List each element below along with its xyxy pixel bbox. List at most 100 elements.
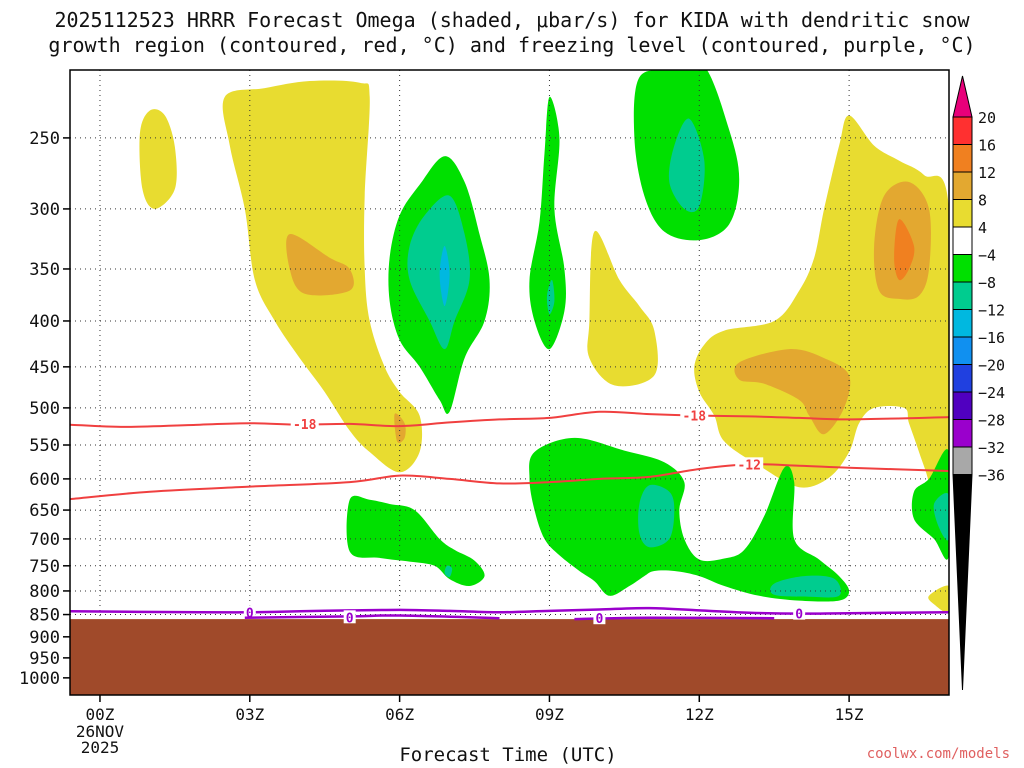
plot-frame (69, 69, 950, 696)
y-tick-label-550: 550 (29, 436, 60, 456)
omega-region-2 (286, 233, 354, 296)
colorbar-bin-1 (952, 144, 973, 173)
omega-region-0 (139, 109, 177, 209)
x-tick-label-15Z: 15Z (835, 705, 864, 724)
colorbar-label-10: −24 (978, 384, 1005, 402)
omega-region-12 (529, 96, 566, 350)
terrain-layer (70, 619, 949, 695)
omega-region-8 (894, 219, 915, 281)
omega-region-23 (928, 585, 949, 613)
colorbar-label-13: −36 (978, 467, 1005, 485)
omega-region-10 (407, 195, 470, 350)
omega-region-20 (770, 575, 841, 598)
colorbar-bin-6 (952, 281, 973, 310)
omega-shading (139, 70, 949, 613)
x-tick-label-09Z: 09Z (535, 705, 564, 724)
chart-title-line-2: growth region (contoured, red, °C) and f… (48, 33, 976, 57)
x-tick-label-03Z: 03Z (235, 705, 264, 724)
colorbar-label-12: −32 (978, 439, 1005, 457)
colorbar-bin-11 (952, 419, 973, 448)
colorbar-bin-12 (952, 446, 973, 475)
contour-label-bg-0-1 (680, 408, 709, 422)
colorbar-label-3: 8 (978, 192, 987, 210)
colorbar-label-7: −12 (978, 302, 1005, 320)
x-tick-label-12Z: 12Z (685, 705, 714, 724)
colorbar-label-9: −20 (978, 357, 1005, 375)
y-tick-label-950: 950 (29, 649, 60, 669)
y-tick-label-650: 650 (29, 501, 60, 521)
contour-line-3 (244, 614, 500, 620)
omega-region-3 (394, 413, 406, 443)
y-tick-label-800: 800 (29, 582, 60, 602)
colorbar-bin-10 (952, 391, 973, 420)
terrain-fill (70, 619, 949, 695)
omega-region-22 (933, 493, 949, 541)
contour-label-3-0: 0 (346, 611, 354, 626)
contour-line-2 (70, 606, 949, 615)
x-date-label-0: 26NOV (76, 722, 125, 741)
y-tick-label-400: 400 (29, 312, 60, 332)
omega-region-16 (346, 495, 485, 587)
contour-label-bg-3-0 (343, 610, 356, 624)
omega-region-15 (668, 118, 705, 213)
y-tick-label-850: 850 (29, 606, 60, 626)
contour-label-bg-2-1 (793, 606, 806, 620)
y-tick-label-1000: 1000 (19, 669, 60, 689)
y-tick-label-700: 700 (29, 530, 60, 550)
colorbar-label-4: 4 (978, 219, 987, 237)
contour-label-2-0: 0 (246, 606, 254, 621)
x-tick-label-00Z: 00Z (86, 705, 115, 724)
contour-label-bg-0-0 (290, 416, 319, 430)
y-axis: 2503003504004505005506006507007508008509… (19, 129, 70, 689)
y-tick-label-600: 600 (29, 470, 60, 490)
colorbar-bin-7 (952, 309, 973, 338)
colorbar-label-0: 20 (978, 109, 996, 127)
colorbar-label-1: 16 (978, 137, 996, 155)
y-tick-label-900: 900 (29, 628, 60, 648)
colorbar-label-5: −4 (978, 247, 996, 265)
y-tick-label-300: 300 (29, 200, 60, 220)
x-axis-title: Forecast Time (UTC) (399, 744, 617, 766)
contour-label-bg-1-0 (735, 457, 764, 471)
x-tick-label-06Z: 06Z (385, 705, 414, 724)
colorbar-label-2: 12 (978, 164, 996, 182)
colorbar: 20 16 12 8 4 −4 −8 −12 −16 −20 −24 −28 −32 −36 (952, 75, 1005, 691)
colorbar-bin-2 (952, 171, 973, 200)
contour-label-bg-4-0 (593, 611, 606, 625)
colorbar-bin-4 (952, 226, 973, 255)
omega-region-19 (638, 484, 675, 548)
contour-line-4 (574, 616, 775, 621)
omega-region-4 (587, 230, 658, 387)
credit-link[interactable]: coolwx.com/models (866, 746, 1010, 762)
colorbar-bin-0 (952, 116, 973, 145)
colorbar-bin-8 (952, 336, 973, 365)
y-tick-label-450: 450 (29, 358, 60, 378)
colorbar-bin-3 (952, 199, 973, 228)
omega-region-13 (546, 279, 555, 315)
contour-line-1 (70, 463, 949, 501)
colorbar-label-8: −16 (978, 329, 1005, 347)
contour-label-0-1: -18 (683, 410, 707, 425)
omega-region-11 (439, 246, 450, 307)
colorbar-label-6: −8 (978, 274, 996, 292)
y-tick-label-500: 500 (29, 399, 60, 419)
colorbar-bin-5 (952, 254, 973, 283)
grid-lines (70, 70, 949, 695)
contour-label-2-1: 0 (795, 608, 803, 623)
contour-label-bg-2-0 (243, 605, 256, 619)
omega-region-21 (911, 449, 949, 560)
colorbar-bin-9 (952, 364, 973, 393)
colorbar-label-11: −28 (978, 412, 1005, 430)
contour-label-1-0: -12 (737, 458, 760, 473)
colorbar-bottom-arrow (952, 474, 973, 691)
y-tick-label-250: 250 (29, 129, 60, 149)
chart-title-line-1: 2025112523 HRRR Forecast Omega (shaded, … (54, 8, 970, 32)
y-tick-label-750: 750 (29, 557, 60, 577)
colorbar-top-arrow (952, 75, 973, 118)
contour-line-0 (70, 410, 949, 428)
contour-label-0-0: -18 (293, 418, 317, 433)
omega-region-17 (444, 565, 453, 578)
contour-lines: -18 -18 -12 0 0 0 0 (70, 408, 949, 627)
